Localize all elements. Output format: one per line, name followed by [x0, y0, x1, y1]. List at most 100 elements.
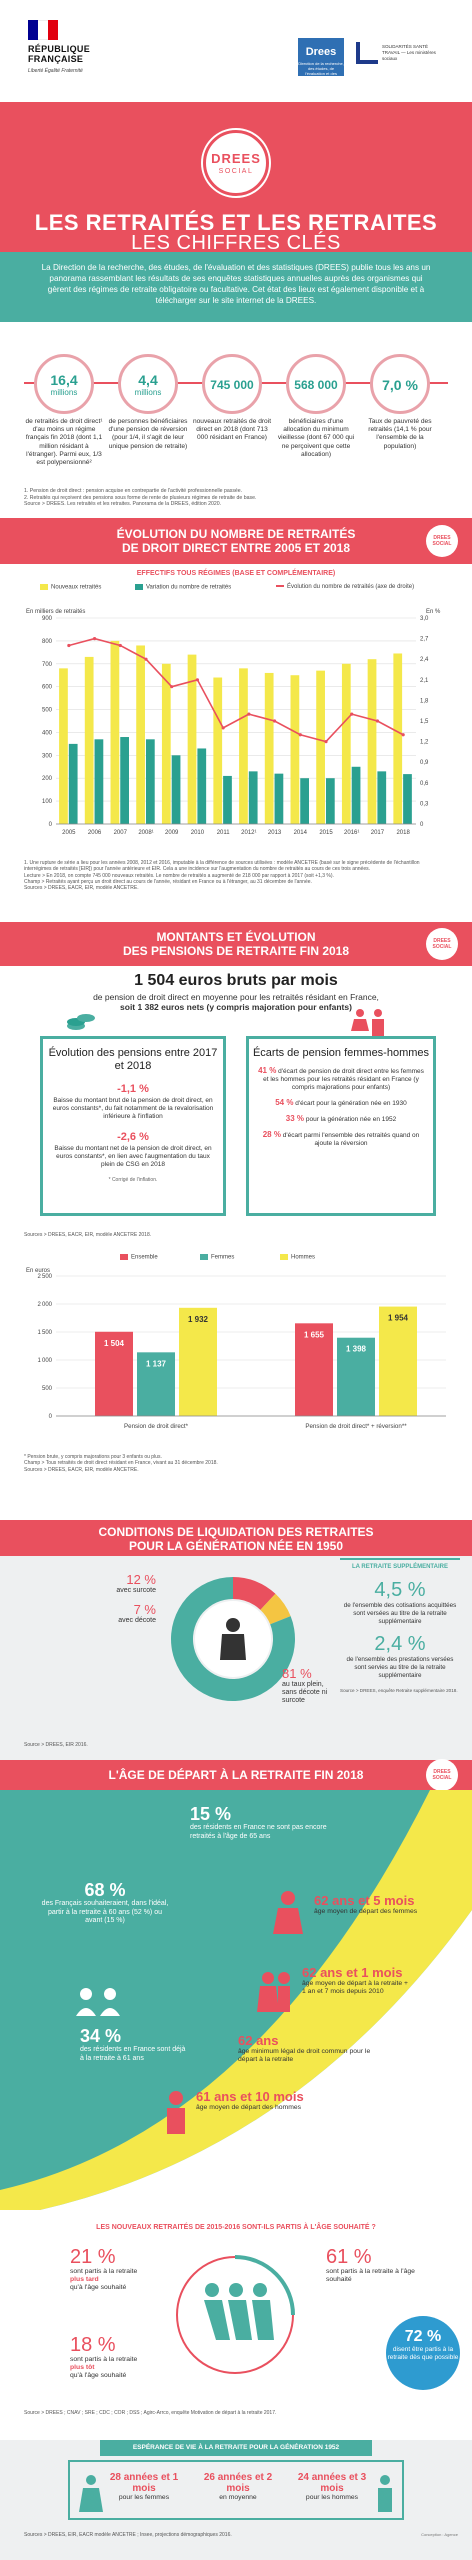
drees-logo: Drees Direction de la recherche, des étud… — [298, 38, 344, 81]
main-subtitle: LES CHIFFRES CLÉS — [131, 232, 341, 254]
y-tick-label: 300 — [42, 753, 53, 759]
y2-tick-label: 2,1 — [420, 678, 429, 684]
bar-variation — [300, 778, 309, 824]
y-tick-label: 2 000 — [37, 1302, 52, 1308]
credit: Conception : Agence — [421, 2532, 458, 2537]
x-tick-label: 2018 — [396, 830, 410, 836]
y-tick-label: 0 — [49, 1414, 53, 1420]
key-figure-circle: 16,4 millions — [34, 354, 94, 414]
bar-variation — [325, 778, 335, 824]
line-point — [247, 712, 251, 716]
stat-15: 15 % des résidents en France ne sont pas … — [190, 1804, 327, 1840]
bar-nouveaux-retraites — [264, 672, 274, 824]
chart1-subtitle: EFFECTIFS TOUS RÉGIMES (BASE ET COMPLÉME… — [136, 570, 336, 577]
x-tick-label: 2013 — [268, 830, 282, 836]
bar-nouveaux-retraites — [393, 653, 403, 824]
y-tick-label: 1 500 — [37, 1330, 52, 1336]
stat-asap-circle: 72 % disent être partis à la retraite dès… — [386, 2316, 460, 2390]
y-tick-label: 500 — [42, 708, 53, 714]
life-exp-men: 24 années et 3 mois pour les hommes — [297, 2472, 367, 2501]
bar-variation — [68, 743, 78, 824]
bar-nouveaux-retraites — [136, 645, 145, 824]
donut-slice — [171, 1577, 295, 1701]
age-women: 62 ans et 5 mois âge moyen de départ des … — [314, 1893, 418, 1916]
y2-tick-label: 3,0 — [420, 616, 429, 622]
y-tick-label: 0 — [49, 822, 53, 828]
bar-nouveaux-retraites — [213, 677, 223, 824]
donut-slice — [233, 1577, 276, 1610]
section-header: ÉVOLUTION DU NOMBRE DE RETRAITÉS DE DROIT… — [0, 518, 472, 564]
donut-label-taux-plein: 81 % au taux plein, sans décote ni surcot… — [282, 1666, 328, 1704]
line-point — [144, 657, 148, 661]
runners-circle-icon — [176, 2255, 295, 2374]
line-point — [375, 719, 380, 723]
bar-variation — [351, 766, 361, 824]
y-tick-label: 600 — [42, 685, 53, 691]
liquidation-section: CONDITIONS DE LIQUIDATION DES RETRAITES P… — [0, 1520, 472, 1760]
y2-tick-label: 1,8 — [420, 698, 429, 704]
x-tick-label: 2012¹ — [241, 830, 256, 836]
title-band: DREES SOCIAL LES RETRAITÉS ET LES RETRAI… — [0, 102, 472, 254]
age-men: 61 ans et 10 mois âge moyen de départ des… — [196, 2089, 304, 2112]
chart2-notes: * Pension brute, y compris majorations p… — [24, 1454, 218, 1473]
x-tick-label: 2011 — [217, 830, 231, 836]
stat-68: 68 % des Français souhaiteraient, dans l'… — [41, 1880, 169, 1924]
stat-later: 21 % sont partis à la retraite plus tard qu… — [70, 2246, 138, 2292]
key-figure-desc: de personnes bénéficiaires d'une pension… — [108, 418, 188, 450]
donut-slice — [260, 1593, 291, 1625]
donut-label-decote: 7 % avec décote — [118, 1602, 156, 1624]
couple-icon — [257, 1972, 290, 2012]
man-icon — [378, 2475, 392, 2512]
yellow-curve — [0, 1790, 472, 2210]
drees-social-badge: DREES SOCIAL — [203, 130, 269, 196]
section6-source: Sources > DREES, EIR, EACR modèle ANCETR… — [24, 2532, 232, 2538]
x-tick-label: 2005 — [62, 830, 76, 836]
bar-nouveaux-retraites — [290, 675, 300, 824]
ministeres-sociaux-logo: SOLIDARITÉS SANTÉ TRAVAIL — Les ministèr… — [356, 42, 446, 76]
bar-variation — [145, 739, 155, 824]
x-tick-label: 2015 — [319, 830, 333, 836]
bar-nouveaux-retraites — [84, 656, 94, 824]
x-tick-label: 2014 — [294, 830, 308, 836]
x-tick-label: 2010 — [191, 830, 205, 836]
y2-tick-label: 1,2 — [420, 740, 429, 746]
life-exp-women: 28 années et 1 mois pour les femmes — [109, 2472, 179, 2501]
bar-variation — [248, 771, 258, 824]
line-point — [401, 733, 405, 737]
section-header: CONDITIONS DE LIQUIDATION DES RETRAITES P… — [0, 1520, 472, 1556]
key-figure-desc: bénéficiaires d'une allocation du minimu… — [277, 418, 355, 458]
section-header: MONTANTS ET ÉVOLUTION DES PENSIONS DE RET… — [0, 922, 472, 966]
bar-nouveaux-retraites — [316, 670, 325, 824]
key-figure-desc: Taux de pauvreté des retraités (14,1 % p… — [368, 418, 432, 450]
x-tick-label: 2009 — [165, 830, 179, 836]
drees-section-badge: DREES SOCIAL — [426, 525, 458, 557]
key-figure-circle: 7,0 % — [370, 354, 430, 414]
bar-ensemble — [95, 1331, 133, 1416]
y-tick-label: 900 — [42, 616, 53, 622]
bar-variation — [403, 774, 412, 824]
y2-tick-label: 0,9 — [420, 760, 429, 766]
legend-item: Hommes — [280, 1254, 315, 1261]
x-tick-label: 2007 — [114, 830, 128, 836]
legend-item: Variation du nombre de retraités — [135, 584, 231, 591]
bar-hommes — [179, 1307, 217, 1416]
departure-age-section: 15 % des résidents en France ne sont pas … — [0, 1790, 472, 2210]
republique-francaise-label: RÉPUBLIQUE FRANÇAISE — [28, 44, 91, 64]
life-expectancy-box: 28 années et 1 mois pour les femmes 26 an… — [68, 2460, 404, 2520]
life-expectancy-section: ESPÉRANCE DE VIE À LA RETRAITE POUR LA G… — [0, 2440, 472, 2560]
line-point — [298, 733, 302, 737]
bar-variation — [223, 775, 232, 824]
coins-icon — [67, 1014, 95, 1030]
intro-band: La Direction de la recherche, des études… — [0, 252, 472, 322]
y2-tick-label: 0,6 — [420, 781, 429, 787]
section3-source: Source > DREES, EIR 2016. — [24, 1742, 88, 1748]
bar-nouveaux-retraites — [341, 663, 351, 824]
bar-nouveaux-retraites — [367, 659, 377, 824]
bar-value-label: 1 954 — [388, 1314, 409, 1323]
bar-hommes — [379, 1306, 417, 1416]
retraite-supplementaire: LA RETRAITE SUPPLÉMENTAIRE 4,5 % de l'en… — [340, 1558, 460, 1693]
line-point — [324, 740, 328, 744]
header: RÉPUBLIQUE FRANÇAISE Liberté Égalité Fra… — [0, 0, 472, 102]
drees-section-badge: DREES SOCIAL — [426, 928, 458, 960]
